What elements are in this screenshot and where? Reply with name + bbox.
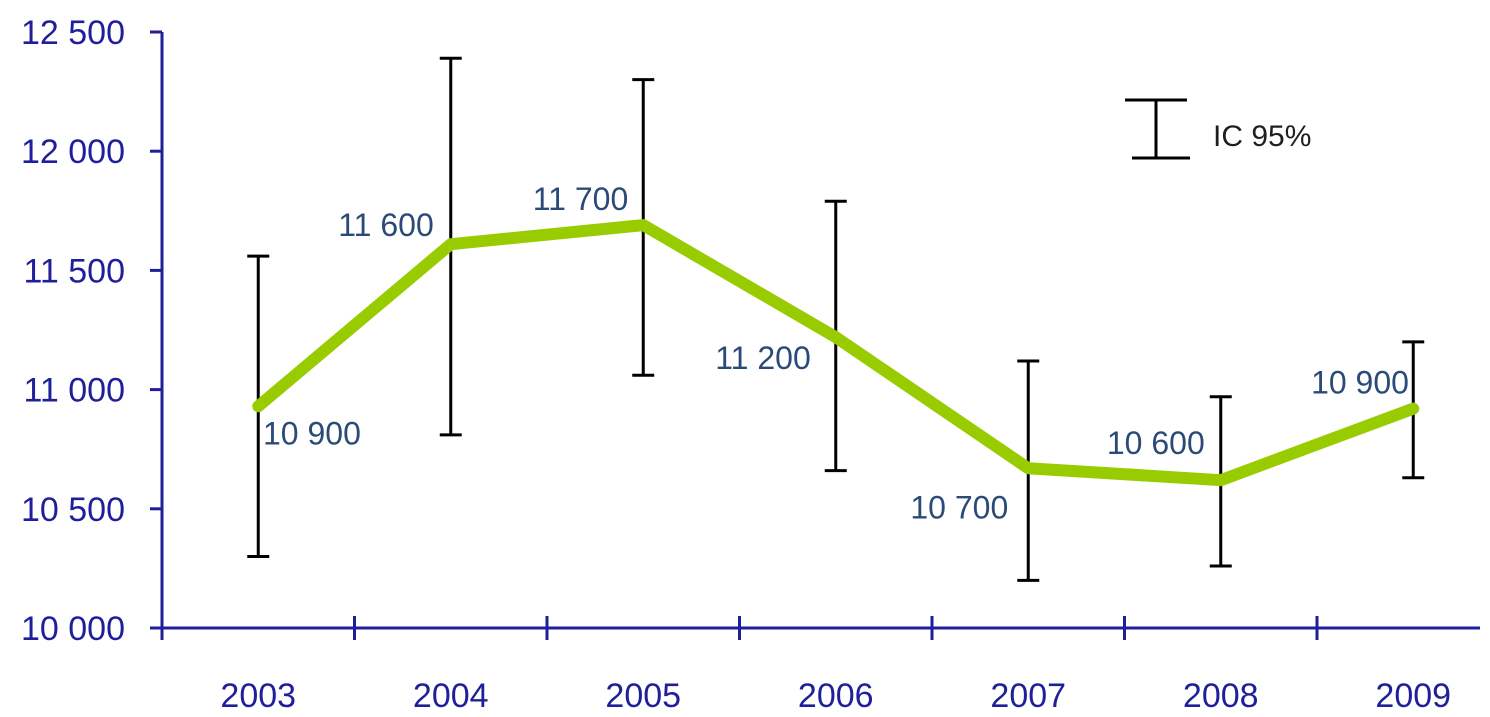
x-tick-label: 2008 <box>1183 677 1259 715</box>
series-point <box>449 243 452 246</box>
data-label: 11 600 <box>338 207 434 243</box>
data-label: 11 200 <box>715 340 811 376</box>
series-point <box>642 224 645 227</box>
series-point <box>834 336 837 339</box>
data-label: 10 900 <box>1311 365 1409 401</box>
y-axis: 10 000 10 500 11 000 11 500 12 000 12 500 <box>21 14 164 648</box>
y-tick-label: 10 000 <box>21 610 125 648</box>
series-point <box>1027 467 1030 470</box>
x-tick-label: 2006 <box>798 677 874 715</box>
x-tick-label: 2009 <box>1375 677 1451 715</box>
y-tick-label: 11 000 <box>24 372 125 410</box>
y-tick-label: 12 000 <box>21 133 125 171</box>
data-label: 10 700 <box>910 489 1008 525</box>
data-labels: 10 900 11 600 11 700 11 200 10 700 10 600 10 9… <box>263 181 1409 525</box>
x-tick-label: 2003 <box>220 677 296 715</box>
data-label: 10 900 <box>263 415 361 451</box>
series-point <box>257 405 260 408</box>
y-tick-label: 11 500 <box>24 252 125 290</box>
data-label: 11 700 <box>533 181 629 217</box>
series-point <box>1412 407 1415 410</box>
x-tick-label: 2004 <box>413 677 489 715</box>
data-label: 10 600 <box>1107 425 1205 461</box>
x-axis: 2003 2004 2005 2006 2007 2008 2009 <box>160 616 1480 715</box>
legend: IC 95% <box>1125 98 1311 160</box>
series-line-group <box>252 219 1420 487</box>
y-tick-label: 12 500 <box>21 14 125 52</box>
y-tick-label: 10 500 <box>21 491 125 529</box>
legend-label: IC 95% <box>1213 120 1311 153</box>
x-tick-label: 2007 <box>990 677 1066 715</box>
x-tick-label: 2005 <box>605 677 681 715</box>
series-point <box>1219 479 1222 482</box>
